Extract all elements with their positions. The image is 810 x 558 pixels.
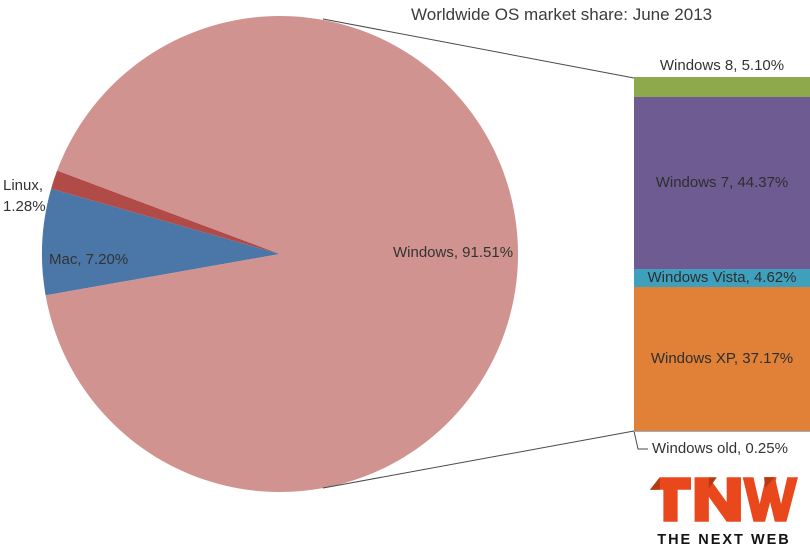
bar-label-windows-old: Windows old, 0.25% [652,440,788,457]
pie-slice-mac [42,188,280,296]
leader-line-bottom [322,430,635,489]
pie-label-mac: Mac, 7.20% [49,251,129,268]
pie-label-windows: Windows, 91.51% [393,244,514,261]
breakout-bar [634,77,810,432]
bar-segment-windows-old [634,431,810,432]
leader-elbow-windows-old [633,430,648,450]
pie-slice-linux [51,170,280,254]
bar-segment-windows-7 [634,96,810,269]
tnw-logo-subtext: THE NEXT WEB [657,532,791,548]
pie-label-linux: Linux, 1.28% [3,177,46,215]
tnw-fold-w [764,477,775,488]
leader-line-top [322,18,635,79]
tnw-logo: THE NEXT WEB [650,473,798,548]
bar-label-windows-vista: Windows Vista, 4.62% [647,268,797,286]
bar-label-windows-8: Windows 8, 5.10% [659,57,785,74]
bar-segment-windows-vista [634,268,810,287]
chart-title: Worldwide OS market share: June 2013 [411,5,713,24]
tnw-letter-t [650,477,692,522]
tnw-letter-w-right [764,477,798,522]
pie-slice-windows [45,15,519,492]
tnw-fold-t [650,477,660,490]
tnw-fold-n [708,477,717,489]
bar-segment-windows-8 [634,77,810,97]
bar-label-windows-7: Windows 7, 44.37% [655,173,789,191]
tnw-logo-mark [650,477,798,522]
bar-segment-windows-xp [634,286,810,432]
tnw-letter-n [694,477,741,522]
bar-label-windows-xp: Windows XP, 37.17% [650,349,794,367]
